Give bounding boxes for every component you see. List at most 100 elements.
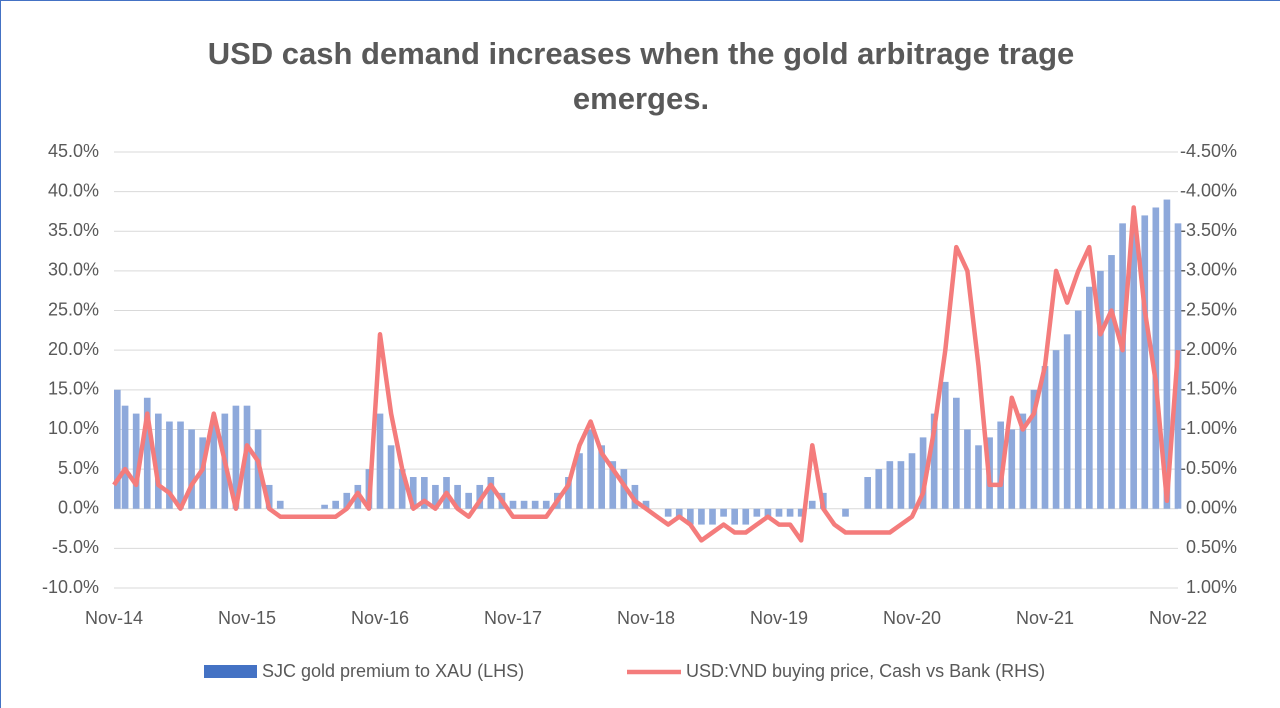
y-tick-label: 15.0%	[48, 379, 99, 399]
bar	[155, 413, 162, 509]
bar	[177, 421, 184, 509]
bar	[210, 421, 218, 509]
y-tick-label: 40.0%	[48, 180, 99, 200]
y-tick-label: 10.0%	[48, 418, 99, 438]
bar	[775, 508, 783, 517]
x-tick-label: Nov-16	[351, 608, 409, 628]
y-tick-label: 25.0%	[48, 299, 99, 319]
bar	[720, 508, 727, 517]
bar	[542, 500, 550, 509]
bar	[421, 477, 428, 509]
bar	[742, 508, 750, 525]
y-tick-label: -5.0%	[52, 537, 99, 557]
legend-swatch	[204, 665, 257, 678]
y-tick-label: -10.0%	[42, 577, 99, 597]
bar	[709, 508, 716, 525]
x-tick-label: Nov-19	[750, 608, 808, 628]
bar	[166, 421, 173, 509]
y2-tick-label: 1.00%	[1186, 577, 1237, 597]
bar	[121, 405, 129, 509]
bar	[132, 413, 140, 509]
y2-tick-label: -2.00%	[1180, 339, 1237, 359]
bar	[1108, 255, 1115, 509]
legend-label: SJC gold premium to XAU (LHS)	[262, 661, 524, 681]
y-tick-label: 30.0%	[48, 260, 99, 280]
bar	[642, 500, 650, 509]
bar	[941, 381, 949, 509]
y2-tick-label: -4.50%	[1180, 141, 1237, 161]
bar	[786, 508, 794, 517]
bar	[908, 453, 916, 509]
bar	[520, 500, 528, 509]
bar	[509, 500, 517, 509]
bar	[609, 461, 617, 509]
bar	[664, 508, 672, 517]
bar	[465, 492, 472, 509]
bar	[476, 484, 484, 509]
bar	[332, 500, 339, 509]
bar	[376, 413, 384, 509]
y2-tick-label: 0.50%	[1186, 537, 1237, 557]
bar	[797, 508, 805, 517]
bar	[454, 484, 461, 509]
bar	[886, 461, 894, 509]
bar	[897, 461, 905, 509]
bar	[1008, 429, 1016, 509]
bar	[265, 484, 273, 509]
line	[112, 205, 1181, 543]
bar	[587, 429, 594, 509]
bar	[598, 445, 605, 509]
y2-tick-label: -1.00%	[1180, 418, 1237, 438]
bar	[1086, 286, 1093, 509]
bar	[1030, 389, 1038, 509]
y-tick-label: 5.0%	[58, 458, 99, 478]
chart-title: USD cash demand increases when the gold …	[207, 36, 1075, 116]
bar	[953, 397, 960, 509]
bar	[1141, 215, 1149, 509]
legend-label: USD:VND buying price, Cash vs Bank (RHS)	[686, 661, 1045, 681]
bar	[343, 492, 351, 509]
y2-tick-label: -4.00%	[1180, 180, 1237, 200]
y2-tick-label: -0.50%	[1180, 458, 1237, 478]
y2-tick-label: -3.50%	[1180, 220, 1237, 240]
bar	[1163, 199, 1171, 509]
x-tick-label: Nov-14	[85, 608, 143, 628]
bar	[1019, 413, 1027, 509]
bar	[687, 508, 694, 525]
x-tick-label: Nov-20	[883, 608, 941, 628]
bar	[1119, 223, 1126, 509]
y2-tick-label: -1.50%	[1180, 379, 1237, 399]
bar	[753, 508, 761, 517]
bar	[143, 397, 151, 509]
bar	[321, 504, 328, 509]
y-tick-label: 35.0%	[48, 220, 99, 240]
bar	[1152, 207, 1160, 509]
y2-tick-label: -3.00%	[1180, 260, 1237, 280]
y2-tick-label: 0.00%	[1186, 497, 1237, 517]
bar	[842, 508, 849, 517]
bar	[975, 445, 982, 509]
bar	[276, 500, 284, 509]
bar	[531, 500, 539, 509]
y-tick-label: 45.0%	[48, 141, 99, 161]
x-tick-label: Nov-17	[484, 608, 542, 628]
bar	[675, 508, 683, 517]
bar	[398, 469, 406, 509]
bar	[620, 469, 628, 509]
x-tick-label: Nov-22	[1149, 608, 1207, 628]
bar	[487, 477, 495, 509]
bar	[919, 437, 927, 509]
bar	[698, 508, 705, 525]
bar	[1097, 270, 1104, 509]
x-tick-label: Nov-21	[1016, 608, 1074, 628]
x-tick-label: Nov-15	[218, 608, 276, 628]
bar	[565, 477, 572, 509]
bar	[432, 484, 439, 509]
y-tick-label: 20.0%	[48, 339, 99, 359]
bar	[1052, 350, 1060, 509]
bar	[997, 421, 1004, 509]
y-tick-label: 0.0%	[58, 497, 99, 517]
bar	[1074, 310, 1082, 509]
